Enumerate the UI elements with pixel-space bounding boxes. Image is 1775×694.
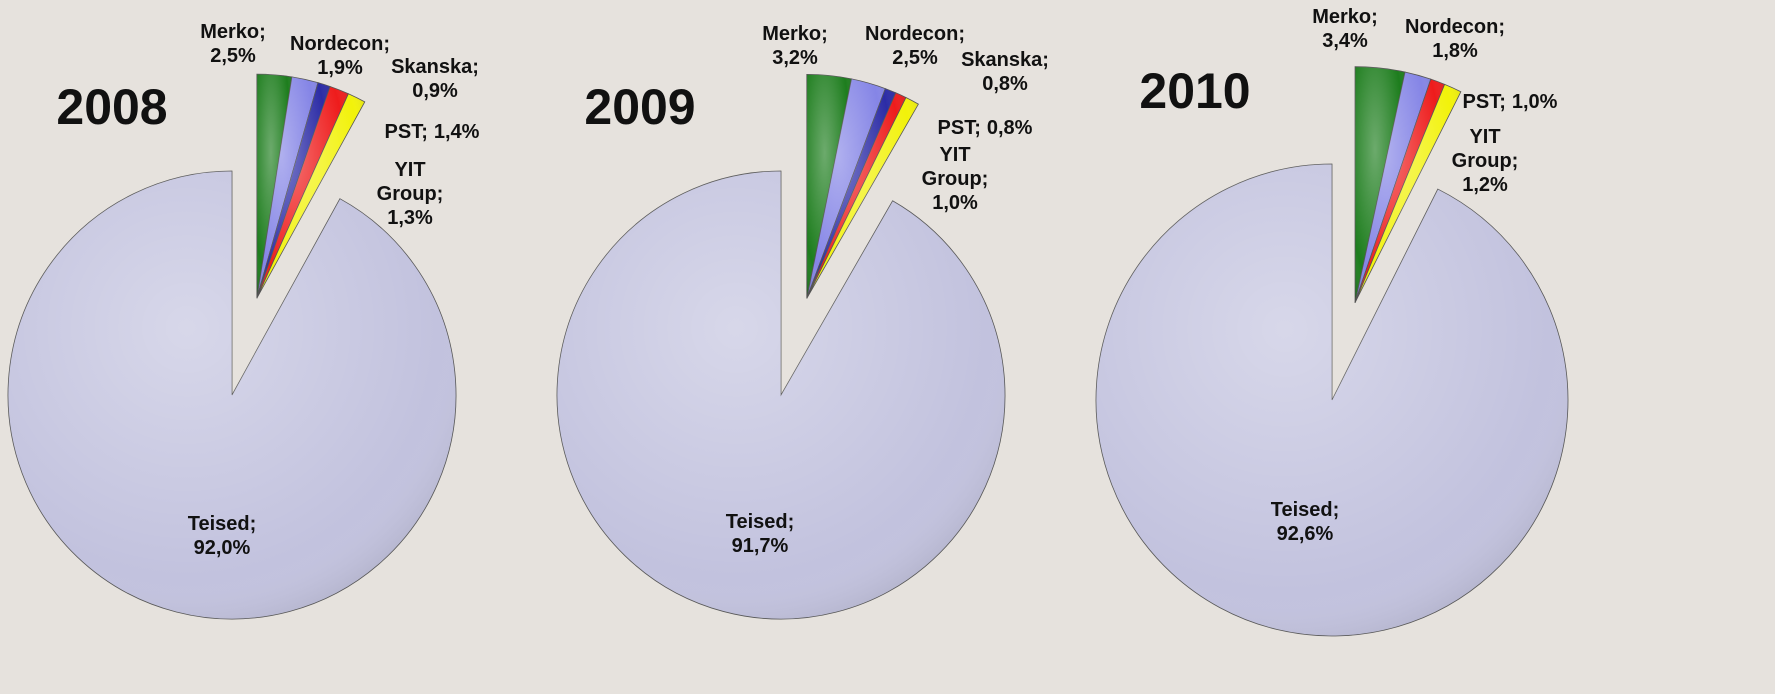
slice-value: 2,5% [892,47,938,69]
slice-category: PST; [1462,91,1506,113]
slice-label: Nordecon; 1,8% [1405,15,1505,63]
slice-value: 92,0% [193,537,251,559]
slice-value: 1,0% [932,192,978,214]
slice-value: 92,6% [1276,523,1334,545]
slice-label: Skanska; 0,9% [391,55,479,103]
chart-title: 2008 [56,79,168,135]
slice-category: Merko; [762,23,828,45]
slice-label: PST; 1,0% [1463,90,1558,114]
slice-label: Teised; 92,6% [1271,498,1340,546]
slice-category: Teised; [725,511,795,533]
slice-label: Teised; 91,7% [726,510,795,558]
slice-category: Merko; [200,21,266,43]
slice-value: 3,4% [1322,30,1368,52]
slice-category: Teised; [187,513,257,535]
slice-label: Merko; 3,4% [1312,5,1378,53]
chart-title: 2009 [584,79,696,135]
slice-value: 2,5% [210,45,256,67]
pie-slice [1095,163,1569,637]
slice-label: PST; 1,4% [385,120,480,144]
slice-label: Merko; 3,2% [762,22,828,70]
slice-value: 1,9% [317,57,363,79]
slice-label: YIT Group; 1,0% [920,143,990,215]
slice-category: PST; [937,117,981,139]
slice-label: Skanska; 0,8% [961,48,1049,96]
slice-category: Nordecon; [290,33,390,55]
slice-category: Nordecon; [1405,16,1505,38]
slice-value: 1,2% [1462,174,1508,196]
slice-category: YIT Group; [921,144,989,190]
slice-value: 1,3% [387,207,433,229]
slice-label: YIT Group; 1,3% [375,158,445,230]
slice-category: Nordecon; [865,23,965,45]
slice-category: YIT Group; [1451,126,1519,172]
slice-label: Nordecon; 2,5% [865,22,965,70]
slice-value: 1,4% [433,121,480,143]
slice-category: Teised; [1270,499,1340,521]
slice-category: YIT Group; [376,159,444,205]
slice-category: Skanska; [391,56,479,78]
slice-value: 1,8% [1432,40,1478,62]
slice-category: Merko; [1312,6,1378,28]
slice-category: PST; [384,121,428,143]
slice-value: 1,0% [1511,91,1558,113]
slice-label: PST; 0,8% [938,116,1033,140]
slice-label: Merko; 2,5% [200,20,266,68]
slice-value: 91,7% [731,535,789,557]
slice-label: YIT Group; 1,2% [1450,125,1520,197]
slice-value: 0,8% [982,73,1028,95]
chart-title: 2010 [1139,63,1251,119]
slice-label: Nordecon; 1,9% [290,32,390,80]
slice-value: 0,8% [986,117,1033,139]
slice-label: Teised; 92,0% [188,512,257,560]
slice-value: 0,9% [412,80,458,102]
slice-value: 3,2% [772,47,818,69]
slice-category: Skanska; [961,49,1049,71]
